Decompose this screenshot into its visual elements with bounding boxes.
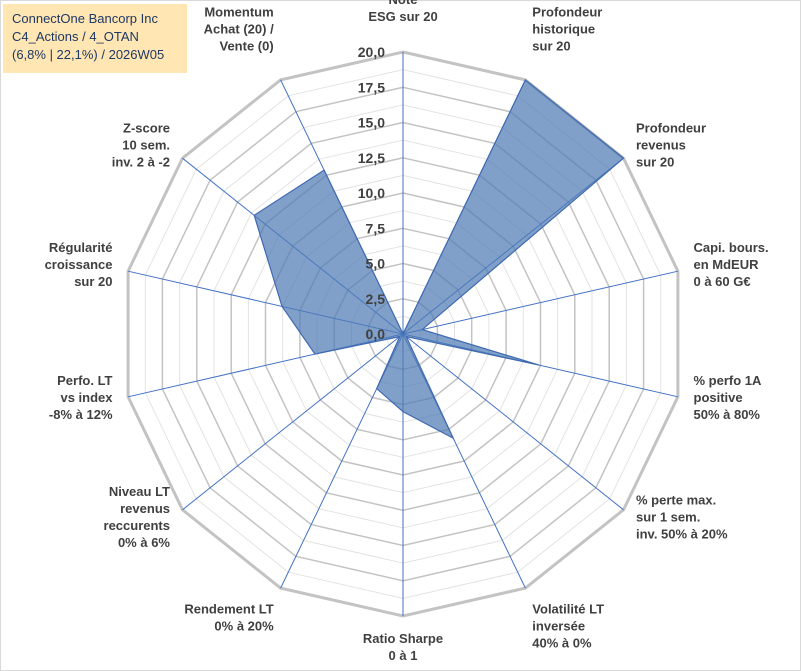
radial-tick-labels: 0,0 2,5 5,0 7,5 10,0 12,5 15,0 17,5 20,0 — [358, 44, 385, 342]
axis-label: Perfo. LT vs index -8% à 12% — [49, 373, 113, 422]
title-category: C4_Actions / 4_OTAN — [12, 29, 139, 44]
axis-label: % perfo 1A positive 50% à 80% — [694, 373, 763, 422]
axis-label: % perte max. sur 1 sem. inv. 50% à 20% — [636, 492, 728, 541]
tick-label: 20,0 — [358, 44, 385, 60]
tick-label: 17,5 — [358, 79, 385, 95]
tick-label: 5,0 — [366, 256, 386, 272]
axis-label: Capi. bours. en MdEUR 0 à 60 G€ — [694, 240, 769, 289]
axis-label: NoteESG sur 20 — [368, 0, 437, 24]
tick-label: 15,0 — [358, 115, 385, 131]
axis-label: Rendement LT 0% à 20% — [184, 602, 274, 634]
tick-label: 10,0 — [358, 185, 385, 201]
axis-label: Régularité croissance sur 20 — [45, 240, 113, 289]
spoke-line — [402, 333, 624, 511]
title-stats: (6,8% | 22,1%) / 2026W05 — [12, 47, 165, 62]
spoke-line — [402, 270, 679, 335]
axis-label: Profondeur historique sur 20 — [532, 5, 602, 54]
tick-label: 2,5 — [366, 291, 386, 307]
axis-label: Volatilité LT inversée 40% à 0% — [532, 602, 604, 651]
chart-title-box: ConnectOne Bancorp Inc C4_Actions / 4_OT… — [3, 4, 187, 73]
tick-label: 0,0 — [366, 326, 386, 342]
axis-label: Ratio Sharpe 0 à 1 — [363, 631, 443, 663]
axis-label: Z-score 10 sem. inv. 2 à -2 — [112, 121, 170, 170]
axis-label: Momentum Achat (20) / Vente (0) — [204, 5, 274, 54]
spoke-line — [182, 333, 404, 511]
tick-label: 7,5 — [366, 220, 386, 236]
title-company: ConnectOne Bancorp Inc — [12, 11, 158, 26]
axis-label: Niveau LT revenus reccurents 0% à 6% — [104, 484, 171, 550]
axis-label: Profondeur revenus sur 20 — [636, 121, 706, 170]
series-area — [253, 78, 625, 440]
tick-label: 12,5 — [358, 150, 385, 166]
radar-series — [253, 78, 625, 440]
